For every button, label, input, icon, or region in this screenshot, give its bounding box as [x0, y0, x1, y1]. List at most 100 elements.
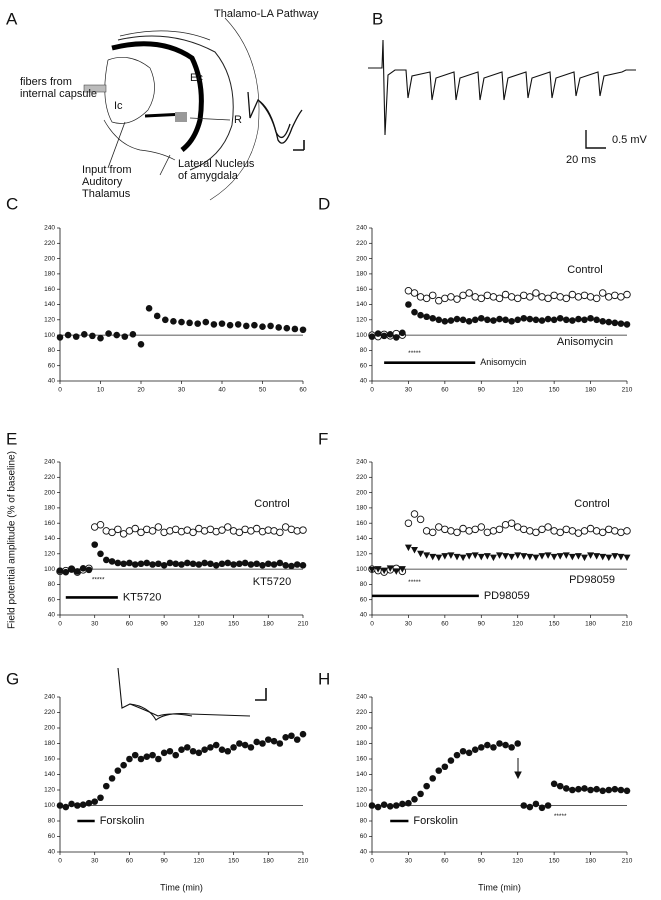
trace	[368, 39, 636, 136]
series-label: Control	[574, 498, 609, 510]
marker	[568, 290, 577, 299]
marker	[114, 559, 122, 567]
marker	[526, 527, 534, 535]
marker	[380, 567, 388, 575]
y-tick-label: 160	[44, 286, 55, 293]
y-tick-label: 160	[356, 756, 367, 763]
marker	[459, 747, 467, 755]
marker	[234, 321, 242, 328]
marker	[526, 315, 534, 323]
marker	[447, 317, 455, 324]
marker	[465, 553, 473, 560]
y-tick-label: 60	[48, 833, 56, 840]
marker	[189, 528, 197, 537]
marker	[586, 293, 595, 301]
marker	[119, 530, 128, 538]
marker	[581, 554, 588, 562]
marker	[568, 553, 576, 561]
x-tick-label: 10	[97, 387, 105, 394]
marker	[235, 528, 244, 537]
marker	[611, 319, 619, 327]
marker	[428, 291, 437, 300]
x-tick-label: 120	[193, 858, 204, 865]
x-tick-label: 0	[370, 621, 374, 628]
marker	[611, 785, 619, 793]
marker	[520, 525, 528, 534]
y-tick-label: 240	[356, 694, 367, 701]
marker	[465, 527, 473, 535]
marker	[453, 315, 461, 323]
y-tick-label: 240	[356, 225, 367, 232]
marker	[569, 786, 576, 794]
marker	[282, 561, 289, 569]
marker	[288, 732, 295, 740]
marker	[241, 741, 249, 749]
y-tick-label: 160	[44, 520, 55, 527]
y-tick-label: 100	[356, 802, 367, 809]
marker	[623, 290, 631, 299]
marker	[422, 294, 431, 303]
marker	[465, 318, 473, 325]
label: Input from	[82, 164, 132, 176]
y-tick-label: 80	[360, 581, 368, 588]
marker	[293, 736, 301, 743]
x-tick-label: 120	[512, 858, 523, 865]
marker	[429, 553, 437, 561]
marker	[550, 291, 558, 300]
series-label: PD98059	[569, 574, 615, 586]
marker	[623, 321, 631, 328]
marker	[178, 746, 185, 753]
marker	[484, 316, 491, 324]
marker	[183, 559, 191, 567]
x-tick-label: 30	[405, 858, 413, 865]
marker	[166, 559, 174, 567]
marker	[207, 744, 214, 751]
inset-trace	[247, 91, 305, 151]
inset-trace	[117, 667, 267, 721]
marker	[131, 524, 139, 533]
y-tick-label: 180	[356, 740, 367, 747]
marker	[471, 525, 479, 534]
x-tick-label: 150	[549, 387, 560, 394]
marker	[508, 318, 515, 325]
marker	[514, 740, 522, 747]
marker	[189, 747, 197, 755]
y-tick-label: 80	[360, 818, 368, 825]
y-tick-label: 80	[360, 347, 368, 354]
marker	[556, 553, 564, 560]
y-tick-label: 60	[48, 362, 56, 369]
y-tick-label: 120	[44, 551, 55, 558]
marker	[447, 527, 455, 535]
arrow	[514, 758, 522, 780]
marker	[489, 527, 498, 535]
x-tick-label: 20	[137, 387, 145, 394]
marker	[423, 552, 431, 559]
marker	[598, 289, 607, 297]
marker	[299, 326, 307, 334]
marker	[556, 293, 564, 301]
y-tick-label: 200	[44, 255, 55, 262]
drug-label: Forskolin	[100, 815, 145, 827]
marker	[605, 318, 613, 326]
marker	[74, 802, 81, 809]
marker	[574, 553, 582, 560]
y-tick-label: 200	[44, 725, 55, 732]
marker	[599, 318, 607, 325]
marker	[145, 305, 153, 312]
marker	[416, 515, 425, 524]
x-tick-label: 90	[161, 858, 169, 865]
marker	[580, 291, 589, 300]
marker	[483, 528, 492, 537]
marker	[423, 313, 430, 321]
marker	[544, 552, 552, 559]
marker	[380, 801, 388, 809]
marker	[623, 554, 631, 562]
y-tick-label: 100	[356, 332, 367, 339]
marker	[592, 294, 601, 303]
marker	[299, 526, 307, 534]
marker	[236, 740, 243, 747]
marker	[172, 560, 180, 568]
marker	[623, 787, 631, 795]
x-tick-label: 210	[622, 858, 633, 865]
label: Lateral Nucleus	[178, 158, 255, 170]
